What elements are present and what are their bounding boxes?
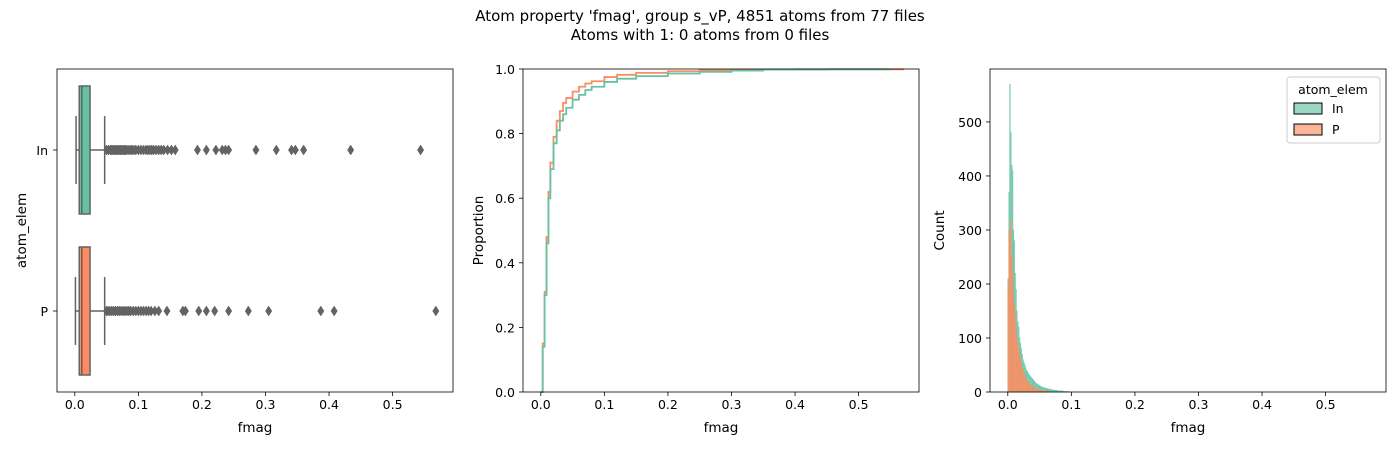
axes-frame xyxy=(522,68,920,393)
figure-subtitle: Atoms with 1: 0 atoms from 0 files xyxy=(571,26,830,44)
y-tick-label: 500 xyxy=(958,115,982,130)
ecdf-panel: 0.0 0.1 0.2 0.3 0.4 0.5 fmag 0.0 0.2 0.4 0.6 0.8 1.0… xyxy=(471,62,920,436)
y-tick-label: 400 xyxy=(958,169,982,184)
outlier-point xyxy=(202,305,210,317)
outlier-point xyxy=(252,144,260,156)
outlier-point xyxy=(432,305,440,317)
outlier-point xyxy=(417,144,425,156)
y-tick-label: 0.2 xyxy=(495,320,515,335)
outlier-point xyxy=(212,144,220,156)
outlier-point xyxy=(330,305,338,317)
y-axis-label: Proportion xyxy=(471,196,487,266)
x-axis-label: fmag xyxy=(1171,420,1206,436)
outlier-point xyxy=(155,305,163,317)
y-tick-label: 100 xyxy=(958,331,982,346)
x-tick-label: 0.0 xyxy=(65,397,85,412)
outlier-point xyxy=(300,144,308,156)
x-tick-label: 0.5 xyxy=(1316,397,1336,412)
y-tick-label: 0.8 xyxy=(495,127,515,142)
legend: atom_elem In P xyxy=(1286,76,1381,144)
x-tick-label: 0.4 xyxy=(1252,397,1272,412)
outlier-point xyxy=(347,144,355,156)
x-axis-label: fmag xyxy=(704,420,739,436)
outlier-point xyxy=(244,305,252,317)
outlier-point xyxy=(202,144,210,156)
legend-label: P xyxy=(1332,122,1340,137)
x-tick-label: 0.3 xyxy=(256,397,276,412)
outlier-point xyxy=(225,305,233,317)
x-tick-label: 0.5 xyxy=(383,397,403,412)
y-tick-label: 1.0 xyxy=(495,62,515,77)
x-tick-label: 0.2 xyxy=(192,397,212,412)
legend-label: In xyxy=(1332,101,1344,116)
legend-swatch-P xyxy=(1293,123,1323,136)
x-tick-label: 0.0 xyxy=(531,397,551,412)
y-tick-label: In xyxy=(36,143,48,158)
figure-title: Atom property 'fmag', group s_vP, 4851 a… xyxy=(475,7,925,26)
outlier-point xyxy=(211,305,219,317)
box-In xyxy=(78,85,91,215)
outlier-point xyxy=(195,305,203,317)
x-tick-label: 0.1 xyxy=(594,397,614,412)
histogram-panel: 0.0 0.1 0.2 0.3 0.4 0.5 fmag 0 100 200 300 400 500 Co… xyxy=(932,68,1387,436)
x-tick-label: 0.3 xyxy=(722,397,742,412)
outlier-point xyxy=(225,144,233,156)
y-axis-label: atom_elem xyxy=(14,193,30,268)
y-axis-label: Count xyxy=(932,210,948,250)
x-tick-label: 0.5 xyxy=(849,397,869,412)
boxplot-panel: In P 0.0 0.1 0.2 0.3 0.4 0.5 fmag atom_elem xyxy=(14,68,454,436)
outlier-point xyxy=(291,144,299,156)
outlier-point xyxy=(272,144,280,156)
x-tick-label: 0.3 xyxy=(1189,397,1209,412)
legend-swatch-In xyxy=(1293,102,1323,115)
y-tick-label: P xyxy=(40,304,48,319)
ecdf-line-In xyxy=(540,68,892,393)
outlier-point xyxy=(163,305,171,317)
x-tick-label: 0.1 xyxy=(1061,397,1081,412)
axes-frame xyxy=(56,68,454,393)
box-P xyxy=(78,246,91,376)
x-axis-label: fmag xyxy=(238,420,273,436)
y-tick-label: 0.0 xyxy=(495,385,515,400)
y-tick-label: 200 xyxy=(958,277,982,292)
x-tick-label: 0.2 xyxy=(658,397,678,412)
axes-frame xyxy=(989,68,1387,393)
y-tick-label: 300 xyxy=(958,223,982,238)
x-tick-label: 0.1 xyxy=(128,397,148,412)
outlier-point xyxy=(317,305,325,317)
x-tick-label: 0.4 xyxy=(785,397,805,412)
outlier-point xyxy=(193,144,201,156)
outlier-point xyxy=(181,305,189,317)
outlier-point xyxy=(265,305,273,317)
y-tick-label: 0.6 xyxy=(495,191,515,206)
outlier-point xyxy=(171,144,179,156)
x-tick-label: 0.2 xyxy=(1125,397,1145,412)
legend-title: atom_elem xyxy=(1298,82,1368,97)
ecdf-line-P xyxy=(540,68,905,393)
x-tick-label: 0.0 xyxy=(998,397,1018,412)
y-tick-label: 0.4 xyxy=(495,256,515,271)
x-tick-label: 0.4 xyxy=(319,397,339,412)
y-tick-label: 0 xyxy=(974,385,982,400)
